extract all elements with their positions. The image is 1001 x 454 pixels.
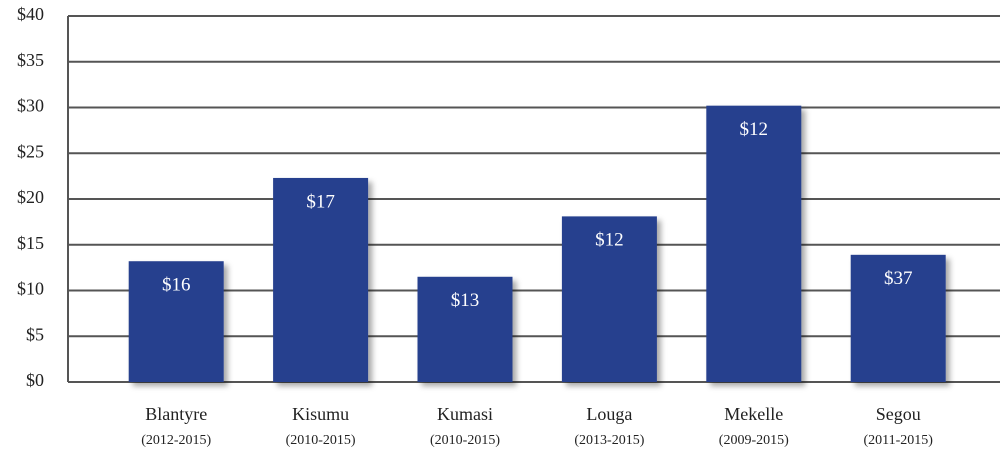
- bar-label: $12: [595, 230, 624, 251]
- bar: [561, 216, 657, 382]
- y-tick-label: $25: [17, 141, 44, 161]
- y-tick-label: $15: [17, 233, 44, 253]
- bar-label: $13: [451, 290, 480, 311]
- y-tick-label: $5: [26, 324, 44, 344]
- y-tick-label: $0: [26, 370, 44, 390]
- x-tick-label: Blantyre: [145, 404, 207, 424]
- bar: [850, 254, 946, 382]
- y-tick-label: $35: [17, 50, 44, 70]
- bar-label: $16: [162, 275, 191, 296]
- x-tick-label: Kumasi: [437, 404, 493, 424]
- x-tick-label: Louga: [586, 404, 632, 424]
- bar: [417, 276, 513, 382]
- bar: [273, 177, 369, 382]
- bar: [128, 261, 224, 382]
- bar-label: $12: [740, 119, 769, 140]
- bar-label: $17: [306, 191, 335, 212]
- y-tick-label: $10: [17, 279, 44, 299]
- x-tick-period: (2010-2015): [430, 433, 500, 448]
- y-tick-label: $20: [17, 187, 44, 207]
- x-tick-period: (2012-2015): [141, 433, 211, 448]
- x-tick-label: Segou: [876, 404, 921, 424]
- y-tick-label: $30: [17, 96, 44, 116]
- y-tick-label: $40: [17, 4, 44, 24]
- x-tick-period: (2011-2015): [863, 433, 933, 448]
- x-tick-period: (2010-2015): [286, 433, 356, 448]
- bar: [706, 105, 802, 383]
- x-tick-label: Mekelle: [724, 404, 783, 424]
- x-tick-label: Kisumu: [292, 404, 349, 424]
- bar-label: $37: [884, 268, 913, 289]
- x-tick-period: (2013-2015): [574, 433, 644, 448]
- x-tick-period: (2009-2015): [719, 433, 789, 448]
